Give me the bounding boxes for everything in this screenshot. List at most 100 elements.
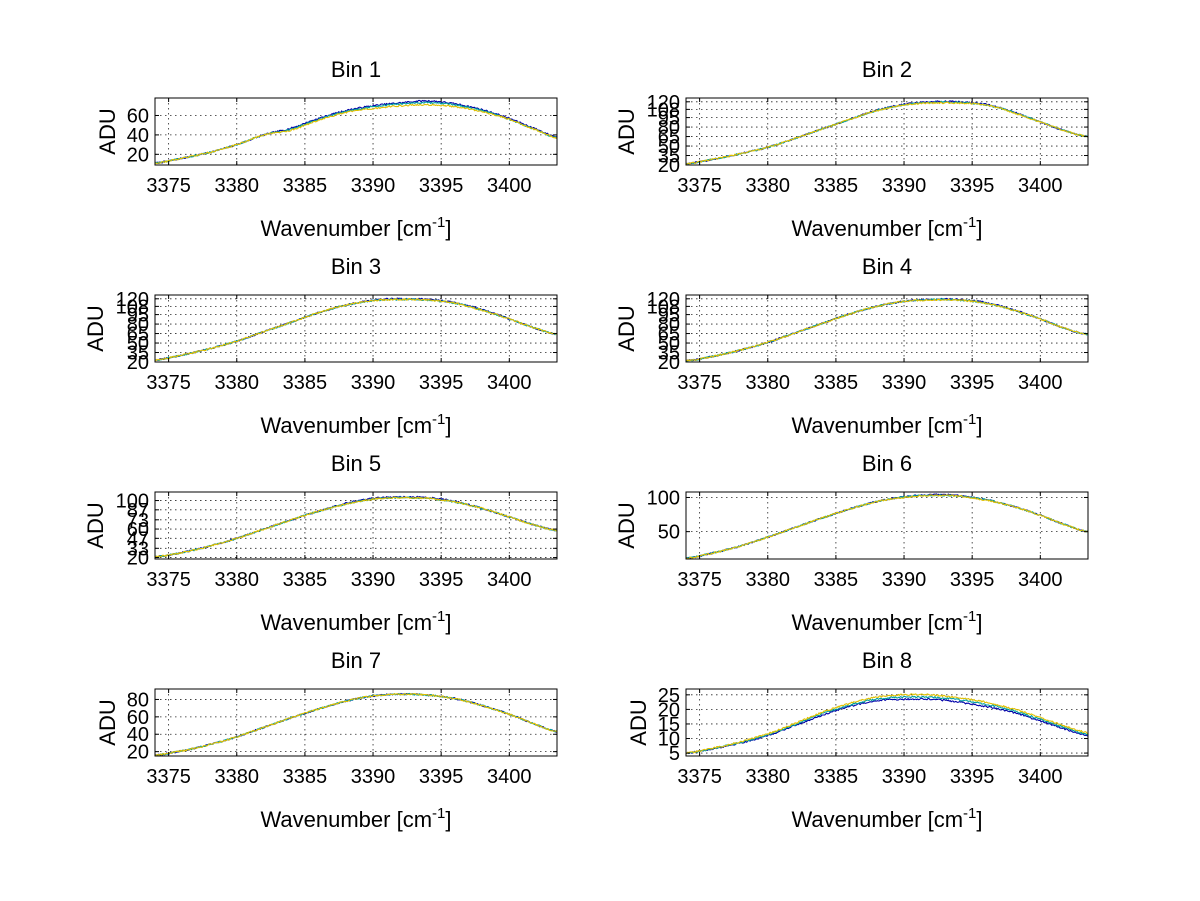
x-tick-label: 3390 (882, 372, 927, 394)
x-tick-label: 3390 (351, 175, 396, 197)
subplot-3: 3375 3380 3385 3390 3395 3400 2035506580951081… (83, 254, 558, 438)
series-line-2 (154, 692, 558, 756)
x-tick-label: 3385 (814, 766, 859, 788)
x-tick-label: 3380 (215, 766, 260, 788)
x-axis-label: Wavenumber [cm-1] (260, 608, 451, 635)
x-tick-label: 3385 (283, 372, 328, 394)
series-line-3 (685, 693, 1089, 755)
subplot-title: Bin 5 (331, 451, 381, 476)
x-tick-label: 3385 (814, 372, 859, 394)
x-tick-label: 3375 (146, 175, 191, 197)
x-tick-label: 3375 (677, 372, 722, 394)
y-tick-label: 95 (127, 305, 149, 327)
y-tick-label: 5 (669, 743, 680, 765)
x-tick-label: 3390 (351, 569, 396, 591)
y-tick-label: 10 (658, 729, 680, 751)
y-tick-label: 60 (127, 707, 149, 729)
axes-frame (685, 688, 1089, 757)
subplot-title: Bin 8 (862, 648, 912, 673)
y-tick-label: 80 (658, 117, 680, 139)
subplot-2: 3375 3380 3385 3390 3395 3400 2035506580951081… (614, 57, 1089, 241)
y-tick-label: 80 (127, 314, 149, 336)
y-tick-label: 80 (127, 689, 149, 711)
y-tick-label: 50 (658, 522, 680, 544)
y-tick-label: 20 (658, 352, 680, 374)
axes-frame (154, 688, 558, 757)
x-tick-label: 3390 (882, 175, 927, 197)
y-tick-label: 65 (127, 324, 149, 346)
y-tick-label: 108 (116, 296, 149, 318)
x-axis-label: Wavenumber [cm-1] (260, 805, 451, 832)
y-axis-label: ADU (95, 108, 120, 154)
y-tick-label: 73 (127, 510, 149, 532)
y-tick-label: 35 (658, 146, 680, 168)
y-tick-label: 65 (658, 127, 680, 149)
x-tick-label: 3380 (746, 766, 791, 788)
y-tick-label: 100 (116, 491, 149, 513)
y-tick-label: 100 (647, 487, 680, 509)
y-tick-label: 20 (127, 548, 149, 570)
y-tick-label: 120 (116, 289, 149, 311)
x-tick-label: 3390 (882, 766, 927, 788)
axes-frame (685, 97, 1089, 166)
x-tick-label: 3395 (419, 372, 464, 394)
subplot-title: Bin 1 (331, 57, 381, 82)
x-tick-label: 3380 (746, 175, 791, 197)
axes-frame (154, 97, 558, 166)
subplot-title: Bin 7 (331, 648, 381, 673)
x-tick-label: 3400 (487, 175, 532, 197)
x-tick-label: 3400 (1018, 766, 1063, 788)
series-line-1 (154, 692, 558, 757)
series-line-3 (154, 496, 557, 558)
x-tick-label: 3380 (746, 569, 791, 591)
x-tick-label: 3400 (1018, 372, 1063, 394)
series-line-3 (685, 298, 1089, 362)
x-tick-label: 3375 (677, 175, 722, 197)
y-tick-label: 120 (647, 92, 680, 114)
series-line-1 (685, 697, 1089, 755)
subplot-title: Bin 6 (862, 451, 912, 476)
y-tick-label: 25 (658, 685, 680, 707)
x-tick-label: 3400 (487, 372, 532, 394)
y-tick-label: 60 (127, 519, 149, 541)
y-tick-label: 50 (127, 333, 149, 355)
x-axis-label: Wavenumber [cm-1] (791, 608, 982, 635)
y-tick-label: 20 (658, 155, 680, 177)
y-tick-label: 65 (658, 324, 680, 346)
x-tick-label: 3385 (814, 175, 859, 197)
y-tick-label: 95 (658, 108, 680, 130)
x-tick-label: 3380 (746, 372, 791, 394)
x-tick-label: 3380 (215, 569, 260, 591)
y-axis-label: ADU (83, 502, 108, 548)
x-tick-label: 3400 (487, 766, 532, 788)
series-line-3 (154, 103, 558, 165)
y-tick-label: 120 (647, 289, 680, 311)
x-tick-label: 3385 (283, 175, 328, 197)
axes-frame (685, 491, 1089, 560)
y-tick-label: 47 (127, 528, 149, 550)
y-tick-label: 108 (647, 99, 680, 121)
y-tick-label: 87 (127, 500, 149, 522)
y-axis-label: ADU (626, 699, 651, 745)
x-tick-label: 3375 (146, 766, 191, 788)
x-tick-label: 3380 (215, 372, 260, 394)
x-tick-label: 3390 (351, 766, 396, 788)
y-tick-label: 40 (127, 125, 149, 147)
y-tick-label: 35 (658, 343, 680, 365)
x-tick-label: 3390 (351, 372, 396, 394)
series-line-2 (685, 494, 1089, 560)
x-tick-label: 3395 (950, 372, 995, 394)
x-tick-label: 3385 (814, 569, 859, 591)
y-axis-label: ADU (95, 699, 120, 745)
axes-frame (685, 294, 1089, 363)
subplot-title: Bin 3 (331, 254, 381, 279)
x-tick-label: 3380 (215, 175, 260, 197)
y-axis-label: ADU (83, 305, 108, 351)
y-tick-label: 80 (658, 314, 680, 336)
series-line-3 (154, 298, 558, 362)
x-axis-label: Wavenumber [cm-1] (791, 805, 982, 832)
